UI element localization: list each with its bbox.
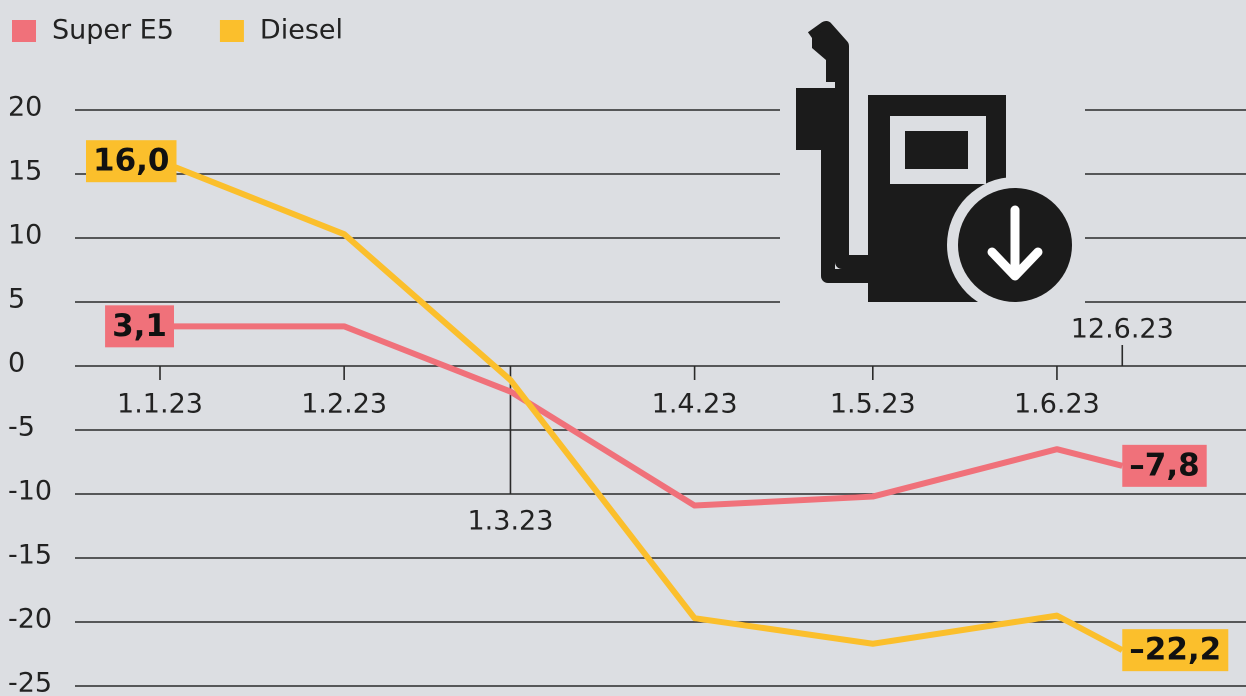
value-label-text: –22,2 [1129,632,1221,668]
value-label-box [1122,629,1229,672]
value-label-box [86,140,177,183]
grid: 20 15 10 5 0 -5 -10 -15 -20 -25 [8,92,1246,696]
y-tick-label: 20 [8,92,42,123]
series-line [160,323,1124,509]
value-label: 3,1 [105,305,174,348]
legend-label: Super E5 [52,15,174,46]
y-tick-label: -10 [8,476,52,507]
y-tick-label: -20 [8,604,52,635]
legend-swatch [219,20,244,42]
x-tick-label: 12.6.23 [1071,314,1174,345]
y-tick-label: 15 [8,156,42,187]
x-tick-label: 1.2.23 [301,389,387,420]
value-label: 16,0 [86,140,177,183]
value-label-box [1122,444,1207,487]
x-tick-label: 1.5.23 [830,389,916,420]
series-line [158,158,1124,653]
y-tick-label: -25 [8,668,52,696]
y-tick-label: -5 [8,412,35,443]
legend-swatch [12,20,36,42]
x-tick-label: 1.4.23 [652,389,738,420]
value-label-box [105,305,174,348]
x-tick-label: 1.1.23 [117,389,203,420]
y-tick-label: 0 [8,348,25,379]
y-tick-label: 10 [8,220,42,251]
value-label: –7,8 [1122,444,1207,487]
value-label-text: 3,1 [112,308,167,344]
x-tick-label: 1.6.23 [1014,389,1100,420]
value-label-text: 16,0 [93,143,170,179]
fuel-pump-icon [780,20,1085,320]
value-label: –22,2 [1122,629,1229,672]
x-tick-label: 1.3.23 [468,506,554,537]
y-tick-label: 5 [8,284,25,315]
value-label-text: –7,8 [1129,447,1199,483]
legend-label: Diesel [260,15,343,46]
y-tick-label: -15 [8,540,52,571]
